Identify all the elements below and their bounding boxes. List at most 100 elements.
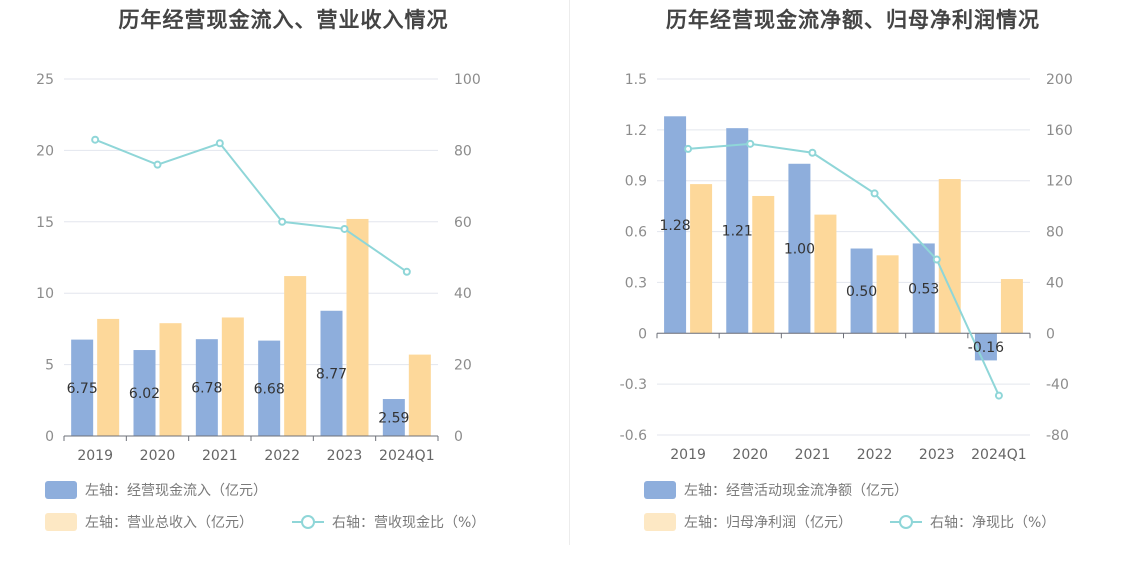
panel-divider [569,0,570,545]
x-axis-tick-label: 2022 [857,447,893,463]
chart-title: 历年经营现金流净额、归母净利润情况 [666,8,1040,32]
x-axis-tick-label: 2020 [732,447,768,463]
bar-data-label: 6.02 [129,386,160,402]
legend-swatch [644,513,676,531]
legend-line-marker [301,515,315,529]
bar-series-1 [320,310,343,436]
bar-data-label: 8.77 [316,366,347,382]
chart-panel-operating-cash-inflow: 历年经营现金流入、营业收入情况 0 5 10 15 20 25 0 20 40 60 80 100 20… [36,8,485,531]
bar-series-2 [346,218,369,436]
bar-data-label: -0.16 [968,340,1004,356]
bar-data-label: 1.00 [784,242,815,258]
chart-canvas: 0 5 10 15 20 25 0 20 40 60 80 100 2019 2020 2021 2022 20… [36,72,485,531]
left-axis-tick-label: 1.2 [625,123,647,139]
chart-panel-net-cash-flow: 历年经营现金流净额、归母净利润情况 -0.6 -0.3 0 0.3 0.6 0.9 1.2 1… [572,0,1134,582]
line-point [153,160,162,169]
right-axis-tick-label: 120 [1046,174,1073,190]
bar-series-1 [664,116,687,334]
line-point [932,255,941,264]
right-axis-tick-label: 20 [454,358,472,374]
x-axis-tick-label: 2023 [327,448,363,464]
right-axis-tick-label: 0 [1046,326,1055,342]
bar-data-label: 0.53 [908,281,939,297]
left-axis-tick-label: 0 [45,429,54,445]
line-point [808,148,817,157]
bar-series-2 [752,195,775,334]
left-axis-tick-label: 25 [36,72,54,88]
bar-series-2 [97,318,120,436]
line-point [215,139,224,148]
bar-series-1 [850,248,873,334]
line-point [684,144,693,153]
right-axis-tick-label: 60 [454,215,472,231]
line-point [994,391,1003,400]
line-point [746,139,755,148]
bar-series-1 [71,339,94,436]
x-axis-tick-label: 2021 [795,447,831,463]
right-axis-tick-label: 80 [1046,225,1064,241]
right-axis-tick-label: 80 [454,143,472,159]
legend-label: 左轴：经营活动现金流净额（亿元） [684,483,908,499]
bar-series-2 [408,354,431,436]
bar-series-1 [133,350,156,436]
left-axis-tick-label: 0.6 [625,225,647,241]
right-axis-tick-label: 40 [454,286,472,302]
line-series [688,142,1000,397]
legend-label: 左轴：营业总收入（亿元） [85,515,253,531]
line-point [402,267,411,276]
legend-label: 左轴：经营现金流入（亿元） [85,483,267,499]
bar-data-label: 1.28 [659,218,690,234]
legend-label: 右轴：营收现金比（%） [332,515,485,531]
bar-series-1 [195,339,218,436]
bar-series-2 [876,255,899,334]
bar-series-2 [938,179,961,334]
right-axis-tick-label: -80 [1046,428,1069,444]
line-point [340,224,349,233]
bar-data-label: 1.21 [722,224,753,240]
bar-data-label: 6.68 [254,381,285,397]
bar-series-2 [1000,279,1023,334]
bar-series-2 [690,184,713,334]
bar-series-1 [258,340,281,436]
right-axis-tick-label: 40 [1046,275,1064,291]
right-axis-tick-label: 100 [454,72,481,88]
legend-swatch [45,513,77,531]
left-axis-tick-label: 15 [36,215,54,231]
left-axis-tick-label: 10 [36,286,54,302]
x-axis-tick-label: 2019 [77,448,113,464]
x-axis-tick-label: 2023 [919,447,955,463]
left-axis-tick-label: 5 [45,358,54,374]
left-axis-tick-label: -0.6 [620,428,647,444]
left-axis-tick-label: -0.3 [620,377,647,393]
line-point [870,189,879,198]
chart-canvas: -0.6 -0.3 0 0.3 0.6 0.9 1.2 1.5 -80 -40 0 40 80 120 16… [620,72,1073,531]
left-axis-tick-label: 1.5 [625,72,647,88]
legend-label: 左轴：归母净利润（亿元） [684,514,852,531]
bar-data-label: 6.78 [191,381,222,397]
right-axis-tick-label: 200 [1046,72,1073,88]
legend-label: 右轴：净现比（%） [930,515,1055,531]
left-axis-tick-label: 20 [36,143,54,159]
left-axis-tick-label: 0.9 [625,174,647,190]
left-axis-tick-label: 0.3 [625,275,647,291]
x-axis-tick-label: 2022 [264,448,300,464]
legend-swatch [45,481,77,499]
line-point [91,135,100,144]
legend-line-marker [899,515,913,529]
left-axis-tick-label: 0 [638,326,647,342]
x-axis-tick-label: 2021 [202,448,238,464]
right-axis-tick-label: -40 [1046,377,1069,393]
bar-series-2 [284,276,307,436]
right-axis-tick-label: 160 [1046,123,1073,139]
bar-series-1 [382,399,405,436]
bar-data-label: 2.59 [378,411,409,427]
line-series [94,138,408,273]
x-axis-tick-label: 2024Q1 [971,447,1027,463]
bar-data-label: 6.75 [67,381,98,397]
legend-swatch [644,481,676,499]
bar-data-label: 0.50 [846,284,877,300]
bar-series-1 [726,128,749,334]
bar-series-2 [814,214,837,334]
right-axis-tick-label: 0 [454,429,463,445]
bar-series-2 [159,323,182,436]
